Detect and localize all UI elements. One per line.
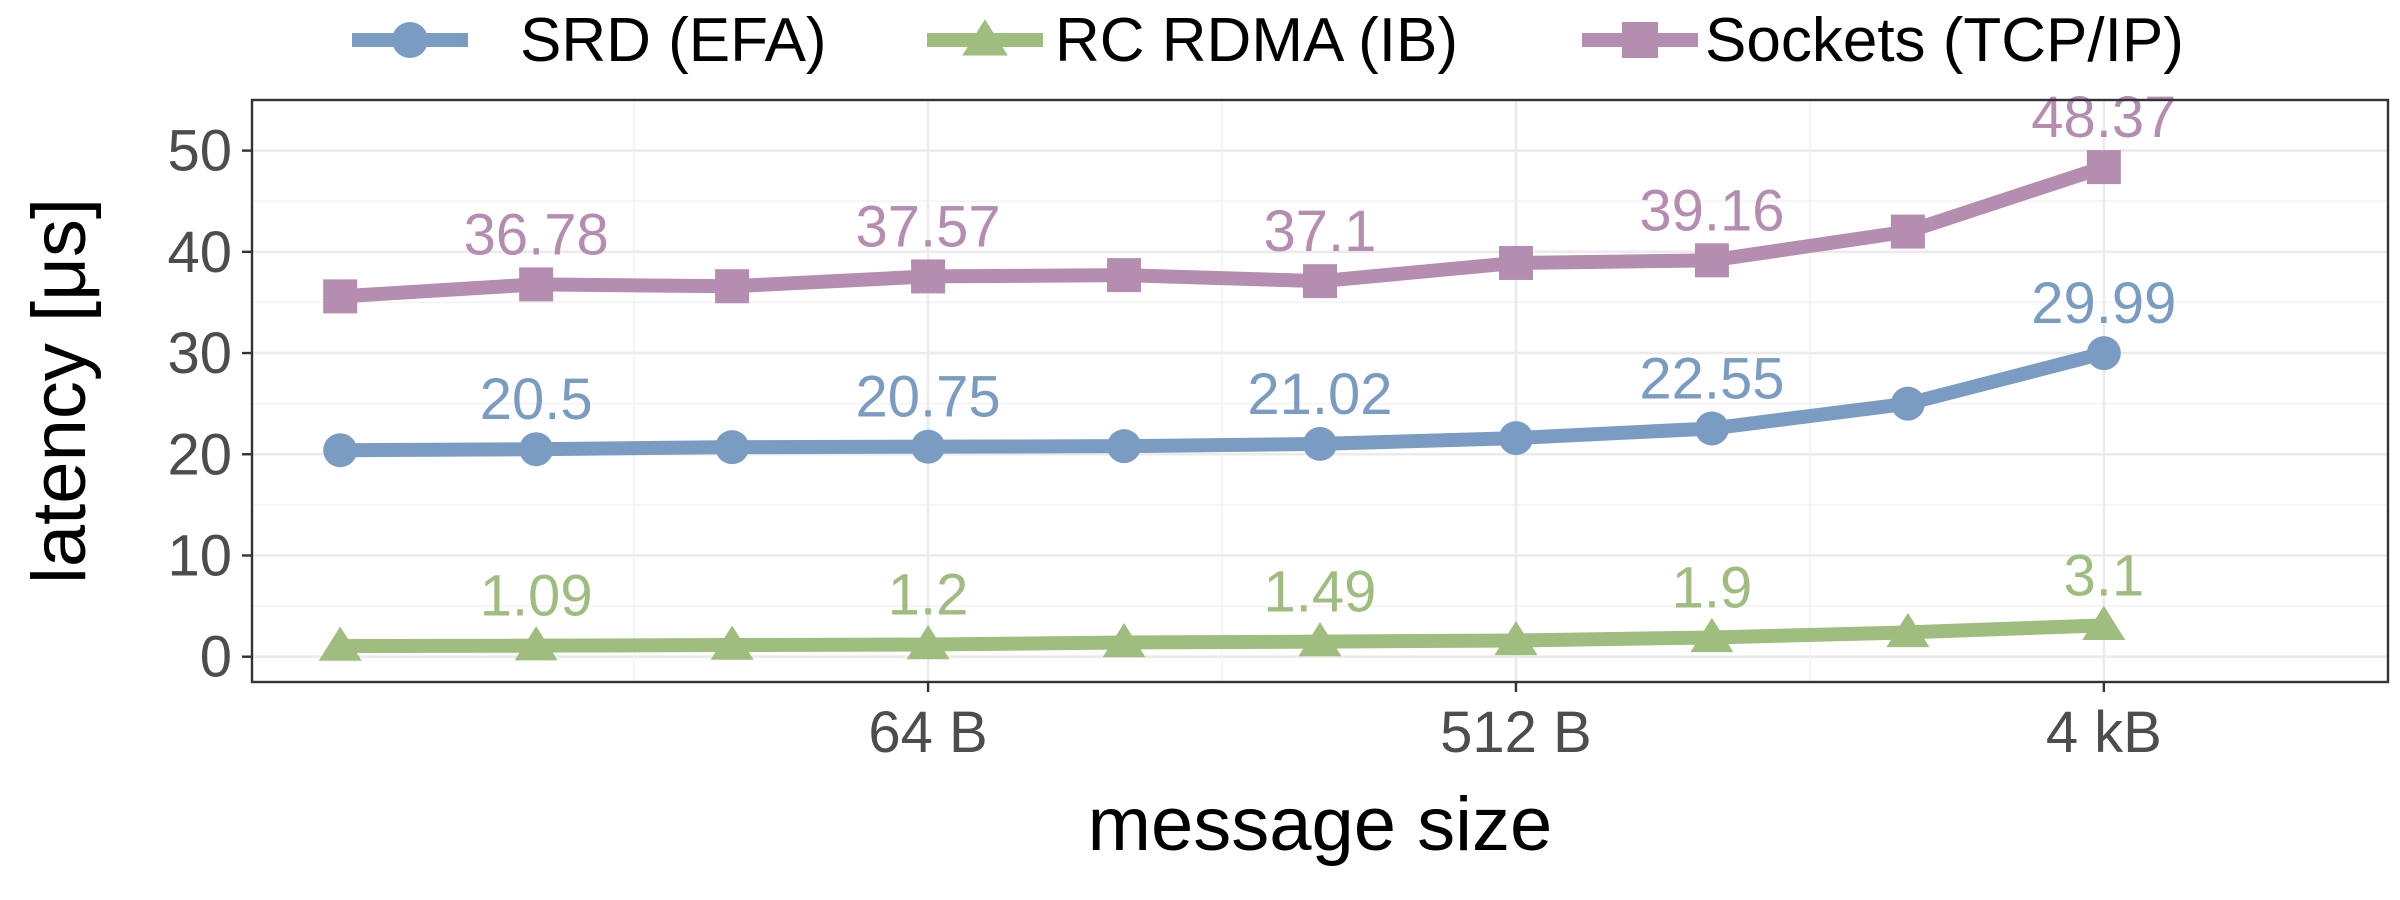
x-tick-label: 512 B [1440, 700, 1592, 765]
series-point [1498, 421, 1533, 456]
x-axis: 64 B 512 B 4 kB [868, 682, 2162, 765]
series-point [323, 433, 358, 468]
data-label: 20.75 [855, 365, 1000, 430]
series-line [333, 160, 2111, 304]
series-line [333, 346, 2111, 458]
plot-border [250, 98, 2390, 684]
series-point [1890, 214, 1925, 249]
data-label: 21.02 [1247, 362, 1392, 427]
y-axis-title: latency [μs] [17, 198, 102, 584]
series-point [1107, 429, 1142, 464]
y-tick-label: 50 [167, 119, 232, 184]
series-point [1694, 243, 1729, 278]
legend-key-marker [1622, 22, 1658, 58]
series-0 [323, 336, 2121, 468]
series-point [906, 624, 950, 660]
series-layer [318, 150, 2126, 661]
series-point [519, 267, 554, 302]
series-point [911, 259, 946, 294]
data-label: 1.2 [888, 563, 969, 628]
data-label: 36.78 [464, 202, 609, 267]
series-2 [323, 150, 2121, 314]
data-label: 1.49 [1264, 560, 1377, 625]
series-line [333, 618, 2111, 654]
series-point [514, 626, 558, 661]
series-1 [318, 605, 2126, 661]
data-labels: 20.5 20.75 21.02 22.55 29.99 1.09 1.2 1.49 1.9 3.… [464, 85, 2177, 629]
data-label: 22.55 [1639, 346, 1784, 411]
series-point [1886, 612, 1930, 648]
series-point [2086, 150, 2121, 185]
y-axis: 0 10 20 30 40 50 [167, 119, 252, 690]
x-tick-label: 4 kB [2046, 700, 2162, 765]
legend-item: RC RDMA (IB) [927, 6, 1458, 75]
series-point [715, 430, 750, 465]
data-label: 20.5 [480, 367, 593, 432]
series-point [1107, 258, 1142, 293]
legend-item: Sockets (TCP/IP) [1582, 6, 2184, 75]
series-point [1102, 622, 1146, 658]
series-point [911, 429, 946, 464]
series-point [318, 626, 362, 661]
y-tick-label: 10 [167, 523, 232, 588]
legend-label: RC RDMA (IB) [1055, 6, 1458, 75]
legend-label: SRD (EFA) [520, 6, 827, 75]
series-point [1890, 386, 1925, 421]
y-tick-label: 40 [167, 220, 232, 285]
data-label: 48.37 [2031, 85, 2176, 150]
x-axis-title: message size [1088, 782, 1553, 867]
series-point [323, 279, 358, 314]
data-label: 39.16 [1639, 178, 1784, 243]
series-point [1298, 622, 1342, 657]
y-tick-label: 20 [167, 422, 232, 487]
y-tick-label: 0 [200, 625, 232, 690]
data-label: 37.1 [1264, 199, 1377, 264]
series-point [1690, 617, 1734, 653]
data-label: 3.1 [2064, 543, 2145, 608]
series-point [715, 269, 750, 304]
series-point [1694, 411, 1729, 446]
legend-item: SRD (EFA) [352, 6, 827, 75]
series-point [1303, 426, 1337, 461]
legend-key-marker [962, 19, 1008, 56]
data-label: 1.09 [480, 564, 593, 629]
series-point [2086, 336, 2121, 371]
legend-key-marker [392, 22, 428, 58]
data-label: 37.57 [855, 194, 1000, 259]
series-point [519, 432, 554, 467]
series-point [1498, 245, 1533, 280]
series-point [1303, 264, 1337, 299]
legend: SRD (EFA) RC RDMA (IB) Sockets (TCP/IP) [352, 6, 2184, 75]
data-label: 29.99 [2031, 271, 2176, 336]
data-label: 1.9 [1672, 555, 1753, 620]
series-point [710, 625, 754, 660]
series-point [2082, 605, 2126, 640]
y-tick-label: 30 [167, 321, 232, 386]
series-point [1494, 620, 1538, 656]
x-tick-label: 64 B [868, 700, 987, 765]
legend-label: Sockets (TCP/IP) [1705, 6, 2184, 75]
